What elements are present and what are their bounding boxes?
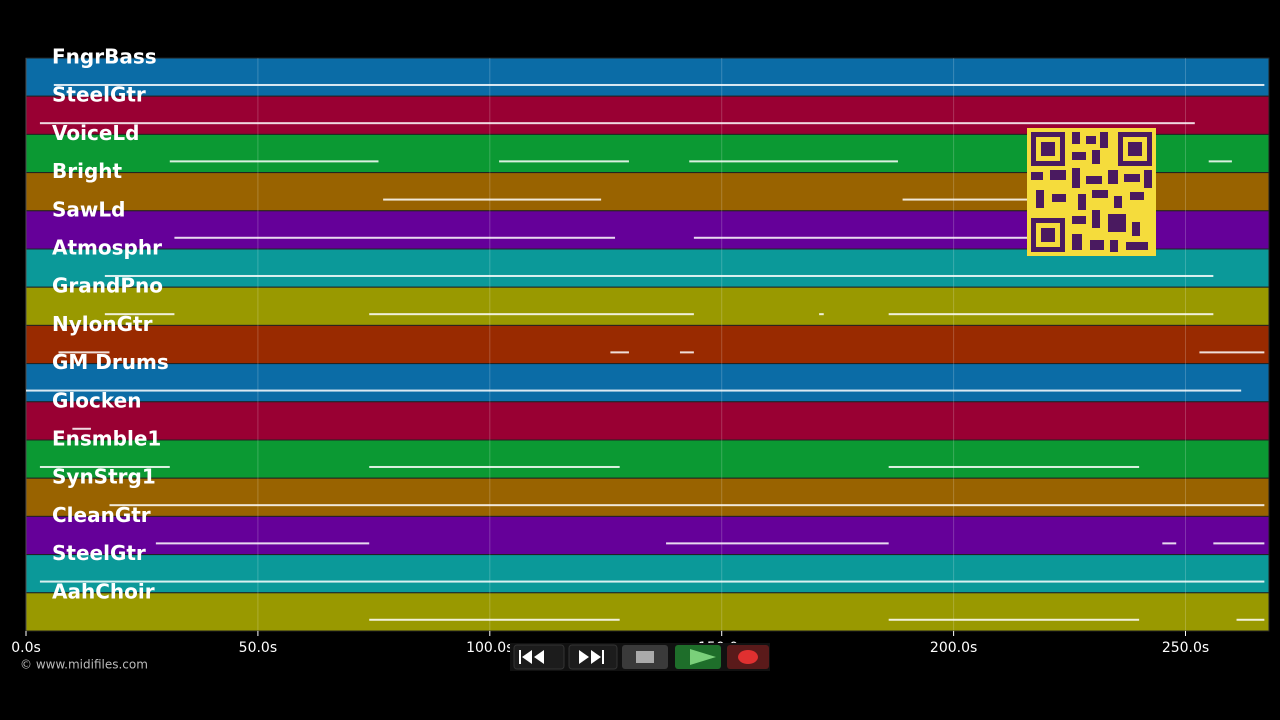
note-span xyxy=(39,465,170,468)
note-span xyxy=(383,198,602,201)
track-lane xyxy=(25,401,1270,441)
note-span xyxy=(610,351,629,354)
track-label: FngrBass xyxy=(52,45,157,69)
note-span xyxy=(39,122,1195,125)
track-lane xyxy=(25,439,1270,479)
note-span xyxy=(174,236,616,239)
track-lane xyxy=(25,554,1270,594)
note-span xyxy=(888,465,1140,468)
track-lane xyxy=(25,57,1270,97)
note-span xyxy=(104,274,1214,277)
note-span xyxy=(1236,618,1265,621)
note-span xyxy=(1208,160,1232,163)
track-label: SteelGtr xyxy=(52,83,146,107)
track-lane xyxy=(25,477,1270,517)
track-label: NylonGtr xyxy=(52,312,153,336)
note-span xyxy=(169,160,379,163)
copyright: © www.midifiles.com xyxy=(20,658,148,672)
track-label: Atmosphr xyxy=(52,236,162,260)
track-label: SynStrg1 xyxy=(52,465,156,489)
track-label: SteelGtr xyxy=(52,541,146,565)
note-span xyxy=(109,504,1265,507)
note-span xyxy=(888,618,1140,621)
track-lane xyxy=(25,286,1270,326)
track-lane xyxy=(25,363,1270,403)
track-label: AahChoir xyxy=(52,579,155,603)
tick-label: 0.0s xyxy=(11,640,41,656)
track-label: SawLd xyxy=(52,197,125,221)
transport-controls xyxy=(510,643,770,671)
grid xyxy=(25,58,1187,631)
qr-code xyxy=(1027,128,1156,256)
note-span xyxy=(679,351,694,354)
note-span xyxy=(1199,351,1265,354)
tick-label: 250.0s xyxy=(1162,640,1209,656)
play-button[interactable] xyxy=(675,645,721,669)
note-span xyxy=(369,313,694,316)
note-span xyxy=(693,236,1028,239)
stop-button[interactable] xyxy=(622,645,668,669)
track-lane xyxy=(25,324,1270,365)
track-lane xyxy=(25,592,1270,632)
note-span xyxy=(369,618,620,621)
tick-label: 50.0s xyxy=(239,640,277,656)
note-span xyxy=(58,351,110,354)
note-span xyxy=(902,198,1028,201)
note-span xyxy=(689,160,898,163)
note-span xyxy=(666,542,889,545)
note-span xyxy=(499,160,629,163)
rewind-button[interactable] xyxy=(513,644,565,670)
record-button[interactable] xyxy=(727,645,769,669)
fast-forward-button[interactable] xyxy=(568,644,618,670)
note-span xyxy=(53,83,1265,86)
track-label: GM Drums xyxy=(52,350,169,374)
track-label: Ensmble1 xyxy=(52,427,161,451)
track-labels: FngrBass SteelGtr VoiceLd Bright SawLd Atmosp… xyxy=(52,45,169,604)
note-span xyxy=(1213,542,1265,545)
note-span xyxy=(888,313,1214,316)
track-label: Glocken xyxy=(52,388,141,412)
tick-label: 100.0s xyxy=(466,640,513,656)
track-label: GrandPno xyxy=(52,274,163,298)
track-lane xyxy=(25,515,1270,556)
note-span xyxy=(1162,542,1177,545)
note-span xyxy=(39,580,1265,583)
note-span xyxy=(155,542,370,545)
track-label: VoiceLd xyxy=(52,121,139,145)
track-label: Bright xyxy=(52,159,123,183)
note-span xyxy=(369,465,620,468)
tick-label: 200.0s xyxy=(930,640,977,656)
note-span xyxy=(104,313,175,316)
notes xyxy=(26,83,1265,621)
note-span xyxy=(26,389,1242,392)
note-span xyxy=(819,313,824,316)
track-label: CleanGtr xyxy=(52,503,151,527)
note-span xyxy=(72,427,91,430)
